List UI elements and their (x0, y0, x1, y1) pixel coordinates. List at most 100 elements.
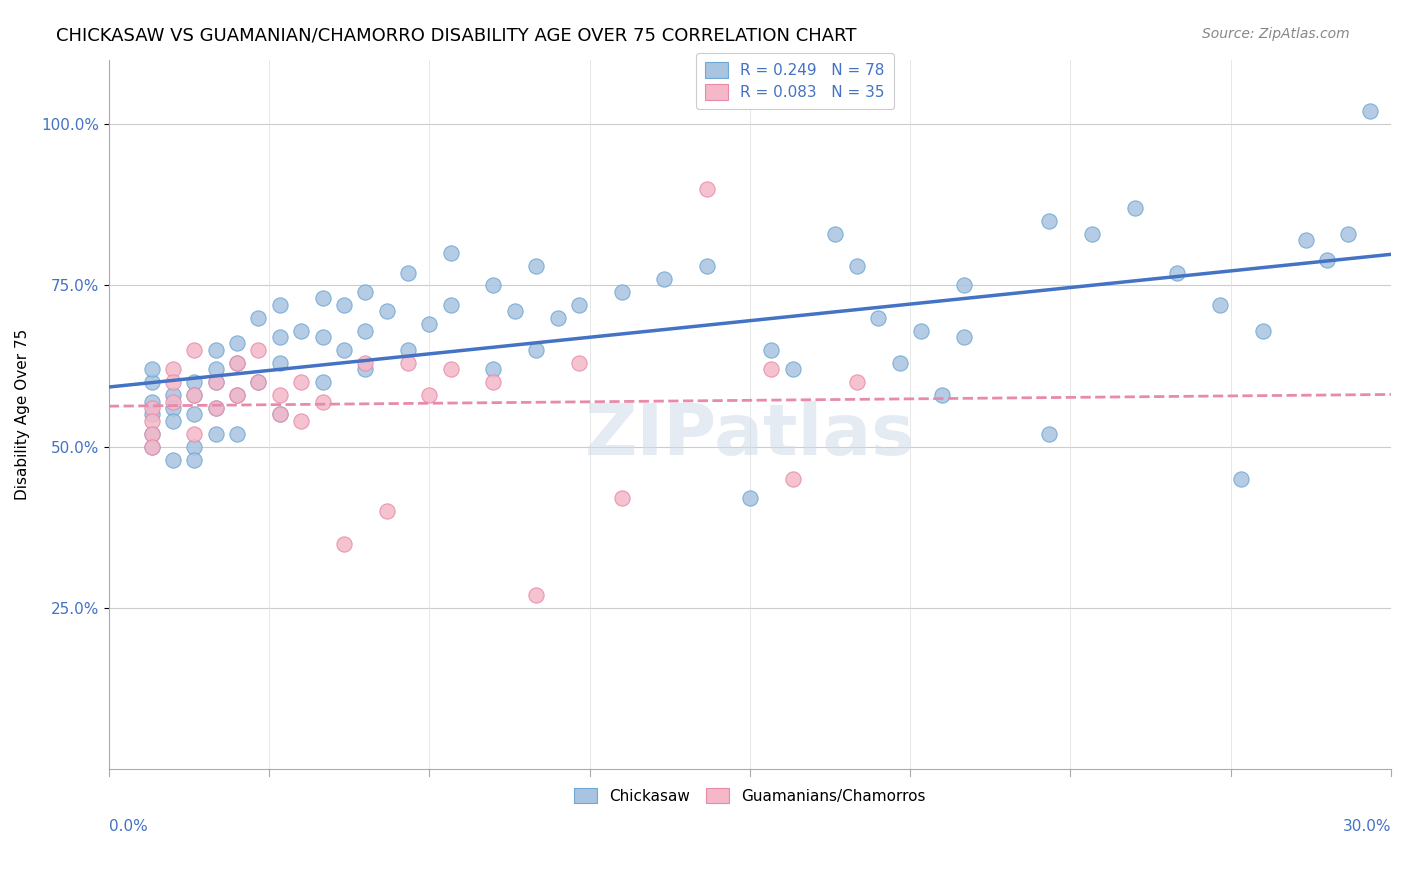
Point (440, 362, 463, 376)
Point (162, 388, 184, 402)
Point (889, 356, 911, 370)
Point (1081, 227, 1104, 241)
Point (761, 362, 783, 376)
Point (183, 388, 205, 402)
Point (269, 298, 291, 312)
Point (482, 278, 505, 293)
Point (311, 394, 333, 409)
Point (141, 426, 163, 441)
Point (183, 375, 205, 389)
Point (782, 472, 804, 486)
Point (333, 298, 356, 312)
Point (162, 362, 184, 376)
Point (226, 388, 249, 402)
Text: 0.0%: 0.0% (108, 819, 148, 834)
Point (396, 356, 419, 370)
Text: CHICKASAW VS GUAMANIAN/CHAMORRO DISABILITY AGE OVER 75 CORRELATION CHART: CHICKASAW VS GUAMANIAN/CHAMORRO DISABILI… (56, 27, 856, 45)
Point (226, 426, 249, 441)
Point (183, 440, 205, 454)
Point (141, 414, 163, 428)
Point (952, 278, 974, 293)
Point (290, 375, 312, 389)
Point (311, 375, 333, 389)
Text: ZIPatlas: ZIPatlas (585, 401, 915, 470)
Point (1337, 227, 1360, 241)
Point (141, 394, 163, 409)
Point (524, 259, 547, 273)
Point (482, 362, 505, 376)
Point (845, 375, 868, 389)
Point (1038, 426, 1060, 441)
Point (418, 388, 440, 402)
Point (396, 343, 419, 357)
Point (183, 388, 205, 402)
Point (204, 401, 226, 415)
Point (311, 291, 333, 305)
Point (162, 414, 184, 428)
Point (440, 298, 463, 312)
Point (1358, 104, 1381, 119)
Point (696, 181, 718, 195)
Point (311, 330, 333, 344)
Point (204, 375, 226, 389)
Point (845, 259, 868, 273)
Point (183, 426, 205, 441)
Point (162, 401, 184, 415)
Point (183, 343, 205, 357)
Point (910, 324, 932, 338)
Point (610, 285, 633, 299)
Point (204, 343, 226, 357)
Legend: Chickasaw, Guamanians/Chamorros: Chickasaw, Guamanians/Chamorros (567, 780, 934, 812)
Point (204, 375, 226, 389)
Point (247, 375, 270, 389)
Point (440, 246, 463, 260)
Point (524, 343, 547, 357)
Point (141, 375, 163, 389)
Point (375, 304, 398, 318)
Point (396, 266, 419, 280)
Point (503, 304, 526, 318)
Point (782, 362, 804, 376)
Point (183, 452, 205, 467)
Point (568, 298, 591, 312)
Point (568, 356, 591, 370)
Text: Source: ZipAtlas.com: Source: ZipAtlas.com (1202, 27, 1350, 41)
Point (141, 401, 163, 415)
Point (183, 408, 205, 422)
Point (1295, 233, 1317, 247)
Point (482, 375, 505, 389)
Point (226, 356, 249, 370)
Point (204, 401, 226, 415)
Point (1251, 324, 1274, 338)
Point (162, 394, 184, 409)
Point (654, 272, 676, 286)
Point (141, 408, 163, 422)
Point (269, 388, 291, 402)
Point (547, 310, 569, 325)
Point (141, 362, 163, 376)
Point (1123, 201, 1146, 215)
Point (141, 426, 163, 441)
Point (162, 452, 184, 467)
Point (375, 504, 398, 518)
Point (952, 330, 974, 344)
Point (354, 356, 377, 370)
Text: 30.0%: 30.0% (1343, 819, 1391, 834)
Point (290, 324, 312, 338)
Point (354, 285, 377, 299)
Point (1038, 214, 1060, 228)
Point (761, 343, 783, 357)
Point (204, 426, 226, 441)
Point (333, 343, 356, 357)
Point (269, 356, 291, 370)
Point (247, 343, 270, 357)
Point (824, 227, 846, 241)
Point (354, 362, 377, 376)
Point (269, 330, 291, 344)
Point (931, 388, 953, 402)
Point (247, 310, 270, 325)
Point (418, 317, 440, 331)
Point (141, 440, 163, 454)
Point (354, 324, 377, 338)
Point (226, 336, 249, 351)
